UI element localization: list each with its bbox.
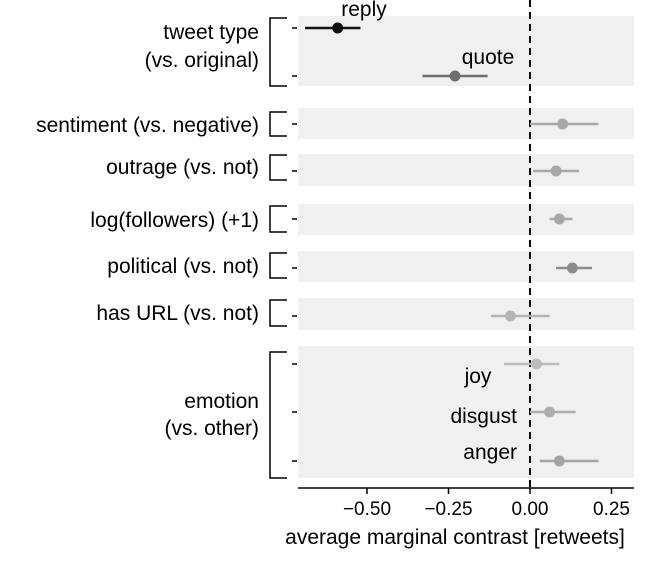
point-estimates <box>332 22 578 467</box>
group-label: political (vs. not) <box>107 255 259 278</box>
point-estimate <box>332 22 344 34</box>
group-bracket <box>269 299 287 327</box>
group-label: log(followers) (+1) <box>90 209 259 232</box>
group-bracket <box>269 154 287 181</box>
point-labels: reply quote joy disgust anger <box>341 0 517 464</box>
point-estimate <box>566 262 578 274</box>
point-estimate <box>531 358 543 370</box>
point-label: joy <box>464 365 492 388</box>
x-axis-ticks: −0.50 −0.25 0.00 0.25 <box>343 488 630 520</box>
group-bands <box>298 16 634 478</box>
group-bracket <box>269 205 287 233</box>
group-brackets <box>269 17 297 479</box>
point-estimate <box>544 406 556 418</box>
group-bracket <box>269 111 287 137</box>
group-label: has URL (vs. not) <box>96 302 259 325</box>
group-band <box>298 204 634 235</box>
group-band <box>298 346 634 478</box>
group-band <box>298 298 634 330</box>
group-label: outrage (vs. not) <box>106 156 259 179</box>
point-estimate <box>553 213 565 225</box>
group-band <box>298 251 634 282</box>
group-label: (vs. original) <box>145 49 259 72</box>
group-label: sentiment (vs. negative) <box>36 114 259 137</box>
group-label: tweet type <box>163 21 259 44</box>
group-labels: tweet type (vs. original) sentiment (vs. n… <box>36 21 259 440</box>
x-tick-label: −0.25 <box>424 499 472 520</box>
x-tick-label: 0.00 <box>512 499 549 520</box>
point-label: reply <box>341 0 387 21</box>
point-estimate <box>557 118 569 130</box>
x-tick-label: 0.25 <box>593 499 630 520</box>
point-estimate <box>550 165 562 177</box>
group-label: emotion <box>184 390 259 413</box>
point-label: anger <box>463 441 517 464</box>
group-band <box>298 154 634 186</box>
point-label: quote <box>462 46 515 69</box>
point-estimate <box>553 455 565 467</box>
x-tick-label: −0.50 <box>343 499 391 520</box>
group-label: (vs. other) <box>164 417 259 440</box>
group-bracket <box>269 351 287 479</box>
group-bracket <box>269 252 287 279</box>
x-axis-label: average marginal contrast [retweets] <box>285 526 625 549</box>
group-bracket <box>269 17 287 87</box>
point-label: disgust <box>450 405 517 428</box>
point-estimate <box>449 70 461 82</box>
point-estimate <box>504 310 516 322</box>
